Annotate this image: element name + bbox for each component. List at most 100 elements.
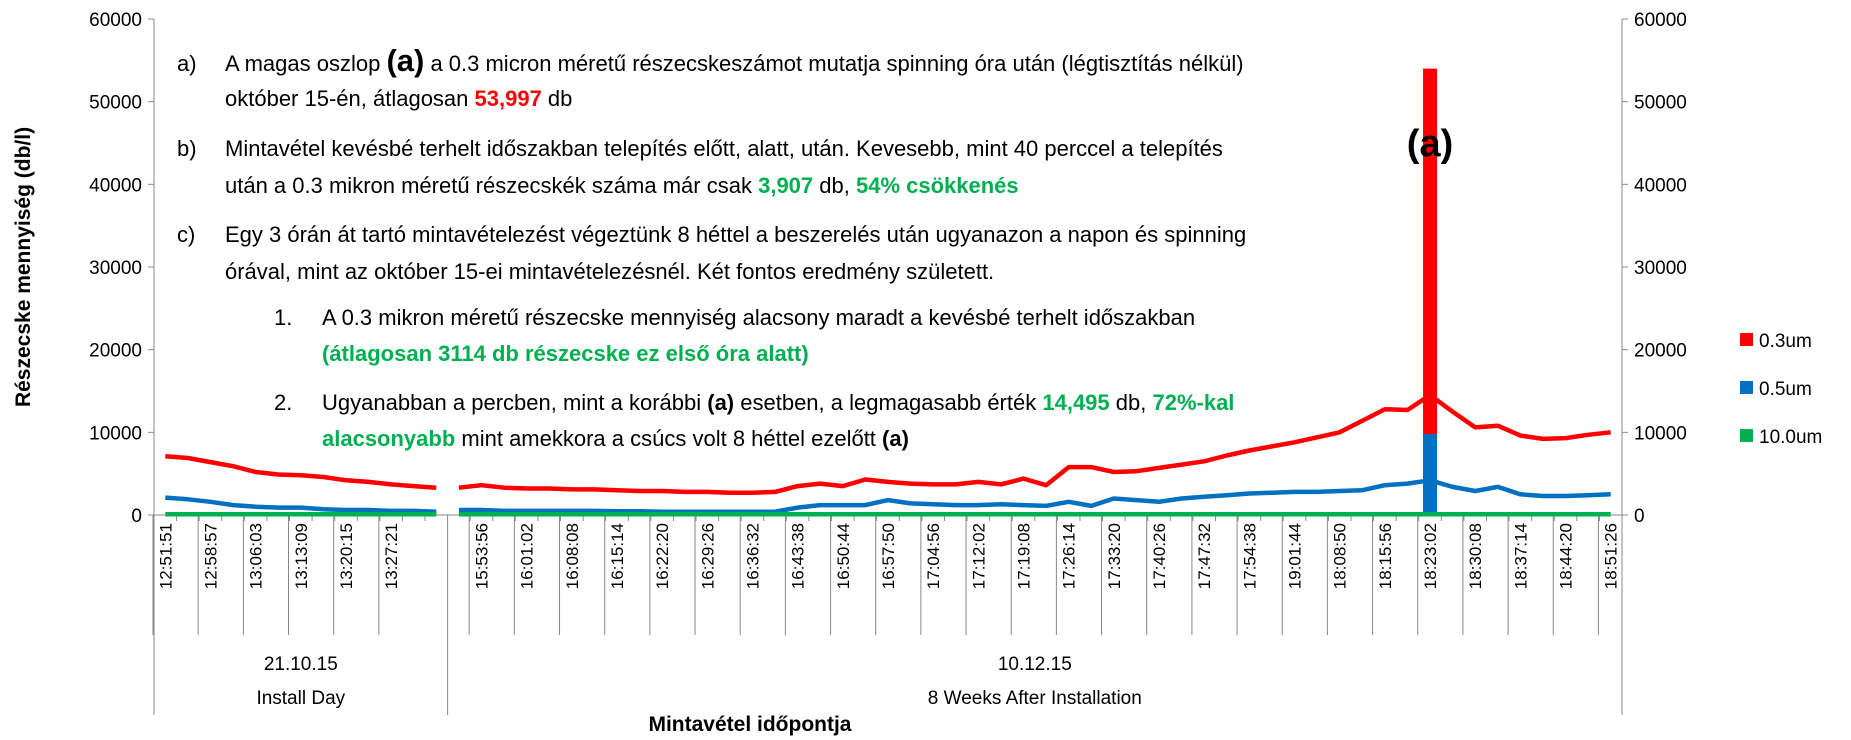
x-tick-label: 18:30:08 [1466, 523, 1485, 589]
y-tick-label: 20000 [89, 341, 142, 362]
line-series [165, 454, 437, 490]
note-line: (átlagosan 3114 db részecske ez első óra… [322, 341, 809, 366]
note-marker: c) [177, 222, 195, 247]
line-series [458, 392, 1611, 495]
x-tick-label: 15:53:56 [472, 523, 491, 589]
note-text: Ugyanabban a percben, mint a korábbi [322, 390, 707, 415]
note-text: (a) [707, 390, 734, 415]
x-tick-label: 18:44:20 [1557, 523, 1576, 589]
x-tick-label: 13:06:03 [247, 523, 266, 589]
note-text: után a 0.3 mikron méretű részecskék szám… [225, 173, 758, 198]
note-text: Mintavétel kevésbé terhelt időszakban te… [225, 136, 1223, 161]
x-tick-label: 16:57:50 [879, 523, 898, 589]
x-tick-label: 13:20:15 [337, 523, 356, 589]
note-text: (a) [386, 43, 424, 78]
y2-tick-label: 10000 [1634, 423, 1687, 444]
x-tick-label: 18:51:26 [1602, 523, 1621, 589]
y2-tick-label: 60000 [1634, 10, 1687, 31]
note-text: 3,907 [758, 173, 813, 198]
note-text: db, [813, 173, 856, 198]
x-tick-label: 16:01:02 [518, 523, 537, 589]
x-tick-label: 16:15:14 [608, 523, 627, 589]
bar [1423, 68, 1438, 515]
note-text: esetben, a legmagasabb érték [734, 390, 1042, 415]
note-marker: 1. [274, 305, 292, 330]
note-marker: b) [177, 136, 197, 161]
x-tick-label: 16:08:08 [563, 523, 582, 589]
x-tick-label: 16:36:32 [743, 523, 762, 589]
legend-swatch [1740, 429, 1753, 442]
y2-tick-label: 0 [1634, 506, 1645, 527]
y2-tick-label: 20000 [1634, 341, 1687, 362]
note-line: órával, mint az október 15-ei mintavétel… [225, 259, 994, 284]
note-text: 72%-kal [1152, 390, 1234, 415]
x-tick-label: 19:01:44 [1286, 523, 1305, 589]
note-text: október 15-én, átlagosan [225, 86, 475, 111]
note-line: Ugyanabban a percben, mint a korábbi (a)… [322, 390, 1234, 415]
bar-label: (a) [1407, 123, 1453, 165]
note-text: (átlagosan 3114 db részecske ez első óra… [322, 341, 809, 366]
note-text: (a) [882, 426, 909, 451]
note-marker: a) [177, 51, 197, 76]
note-text: a 0.3 micron méretű részecskeszámot muta… [424, 51, 1243, 76]
group-sublabel: Install Day [256, 688, 345, 709]
note-line: október 15-én, átlagosan 53,997 db [225, 86, 572, 111]
x-tick-label: 18:23:02 [1421, 523, 1440, 589]
y2-tick-label: 40000 [1634, 175, 1687, 196]
x-tick-label: 12:51:51 [156, 523, 175, 589]
x-axis-title: Mintavétel időpontja [648, 713, 851, 736]
note-text: 14,495 [1042, 390, 1109, 415]
x-tick-label: 17:19:08 [1015, 523, 1034, 589]
x-tick-label: 17:26:14 [1060, 523, 1079, 589]
x-tick-label: 17:12:02 [969, 523, 988, 589]
x-tick-label: 16:43:38 [789, 523, 808, 589]
y-tick-label: 0 [131, 506, 142, 527]
note-text: 54% csökkenés [856, 173, 1019, 198]
legend-swatch [1740, 333, 1753, 346]
note-text: alacsonyabb [322, 426, 455, 451]
x-tick-label: 17:40:26 [1150, 523, 1169, 589]
note-text: A 0.3 mikron méretű részecske mennyiség … [322, 305, 1195, 330]
note-text: Egy 3 órán át tartó mintavételezést vége… [225, 222, 1246, 247]
line-series [165, 495, 437, 514]
y-tick-label: 30000 [89, 258, 142, 279]
note-marker: 2. [274, 390, 292, 415]
note-line: Mintavétel kevésbé terhelt időszakban te… [225, 136, 1223, 161]
x-tick-label: 18:15:56 [1376, 523, 1395, 589]
note-line: A magas oszlop (a) a 0.3 micron méretű r… [225, 43, 1244, 78]
note-text: mint amekkora a csúcs volt 8 héttel ezel… [455, 426, 882, 451]
legend-label: 0.5um [1759, 379, 1812, 400]
x-tick-label: 17:54:38 [1240, 523, 1259, 589]
line-series [458, 478, 1611, 514]
x-tick-label: 16:22:20 [653, 523, 672, 589]
x-tick-label: 16:29:26 [698, 523, 717, 589]
y-axis-title: Részecske mennyiség (db/l) [12, 127, 35, 407]
y-tick-label: 10000 [89, 423, 142, 444]
note-line: után a 0.3 mikron méretű részecskék szám… [225, 173, 1019, 198]
note-line: alacsonyabb mint amekkora a csúcs volt 8… [322, 426, 909, 451]
bar [1423, 433, 1438, 515]
legend-swatch [1740, 381, 1753, 394]
note-text: órával, mint az október 15-ei mintavétel… [225, 259, 994, 284]
group-sublabel: 8 Weeks After Installation [928, 688, 1142, 709]
x-tick-label: 12:58:57 [201, 523, 220, 589]
y-tick-label: 60000 [89, 10, 142, 31]
x-tick-label: 18:37:14 [1511, 523, 1530, 589]
group-label: 21.10.15 [264, 654, 338, 675]
x-tick-label: 18:08:50 [1331, 523, 1350, 589]
y2-tick-label: 50000 [1634, 93, 1687, 114]
legend-label: 10.0um [1759, 427, 1822, 448]
y-tick-label: 40000 [89, 175, 142, 196]
x-tick-label: 17:47:32 [1195, 523, 1214, 589]
x-tick-label: 16:50:44 [834, 523, 853, 589]
note-text: db, [1110, 390, 1153, 415]
note-text: 53,997 [475, 86, 542, 111]
x-tick-label: 17:04:56 [924, 523, 943, 589]
note-text: A magas oszlop [225, 51, 386, 76]
y2-tick-label: 30000 [1634, 258, 1687, 279]
note-text: db [542, 86, 573, 111]
x-tick-label: 13:27:21 [382, 523, 401, 589]
y-tick-label: 50000 [89, 93, 142, 114]
group-label: 10.12.15 [998, 654, 1072, 675]
